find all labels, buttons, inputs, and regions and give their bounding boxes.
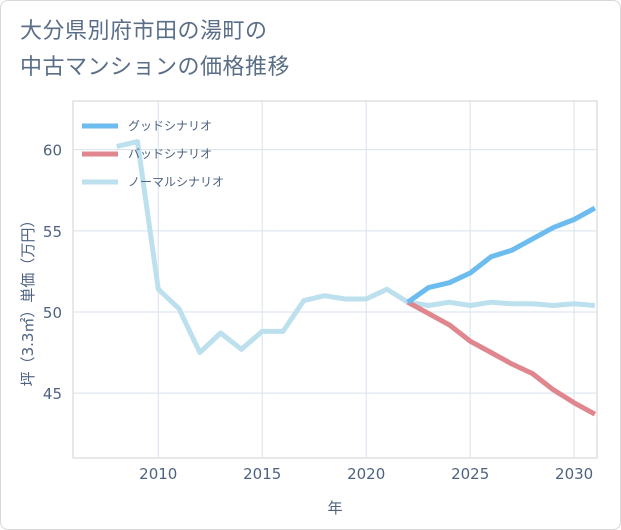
- x-tick-label: 2020: [347, 465, 385, 483]
- x-axis-title: 年: [327, 499, 342, 517]
- y-tick-label: 45: [43, 385, 62, 403]
- y-tick-label: 60: [43, 142, 62, 160]
- series-lines: [116, 139, 597, 417]
- grid-lines: [73, 101, 597, 458]
- series-line-bad: [406, 300, 597, 417]
- plot-border: [72, 100, 598, 459]
- legend-label: グッドシナリオ: [128, 119, 212, 133]
- y-tick-label: 55: [43, 223, 62, 241]
- x-tick-label: 2010: [139, 465, 177, 483]
- series-line-normal: [116, 139, 596, 355]
- tick-labels: 2010 2015 2020 2025 2030 45 50 55 60: [43, 142, 593, 483]
- legend-label: バッドシナリオ: [128, 147, 212, 161]
- chart-title: 大分県別府市田の湯町の 中古マンションの価格推移: [20, 14, 290, 86]
- y-axis-title: 坪（3.3㎡）単価（万円）: [19, 213, 37, 387]
- legend-label: ノーマルシナリオ: [128, 175, 224, 189]
- chart-title-line2: 中古マンションの価格推移: [20, 55, 291, 80]
- y-tick-label: 50: [43, 304, 62, 322]
- plot-area: [72, 100, 598, 459]
- chart-title-line1: 大分県別府市田の湯町の: [20, 19, 268, 44]
- x-tick-label: 2030: [555, 465, 593, 483]
- series-line-good: [406, 205, 597, 305]
- x-tick-label: 2025: [451, 465, 489, 483]
- x-tick-label: 2015: [243, 465, 281, 483]
